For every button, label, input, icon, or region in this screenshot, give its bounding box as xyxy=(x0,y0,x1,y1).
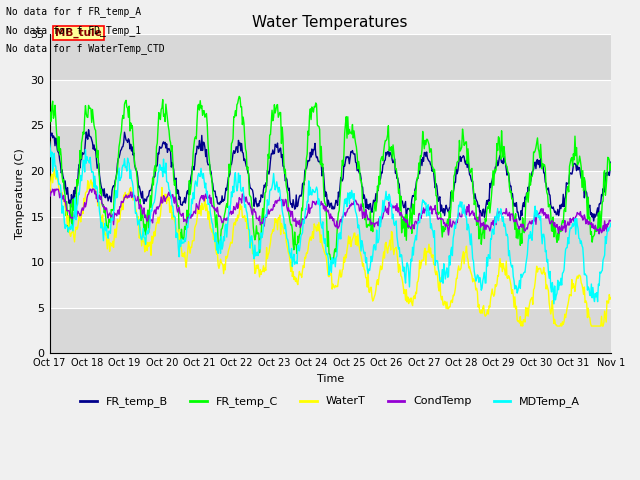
Text: No data for f FR_temp_A: No data for f FR_temp_A xyxy=(6,6,141,17)
Legend: FR_temp_B, FR_temp_C, WaterT, CondTemp, MDTemp_A: FR_temp_B, FR_temp_C, WaterT, CondTemp, … xyxy=(76,392,585,412)
Bar xyxy=(49,34,611,80)
Text: MB_tule: MB_tule xyxy=(55,28,102,38)
Bar xyxy=(49,125,611,171)
Y-axis label: Temperature (C): Temperature (C) xyxy=(15,148,25,239)
Text: No data for f FD_Temp_1: No data for f FD_Temp_1 xyxy=(6,24,141,36)
Bar xyxy=(49,216,611,262)
Bar xyxy=(49,80,611,125)
Bar xyxy=(49,171,611,216)
X-axis label: Time: Time xyxy=(317,374,344,384)
Text: No data for f WaterTemp_CTD: No data for f WaterTemp_CTD xyxy=(6,43,165,54)
Bar xyxy=(49,308,611,353)
Title: Water Temperatures: Water Temperatures xyxy=(252,15,408,30)
Bar xyxy=(49,262,611,308)
